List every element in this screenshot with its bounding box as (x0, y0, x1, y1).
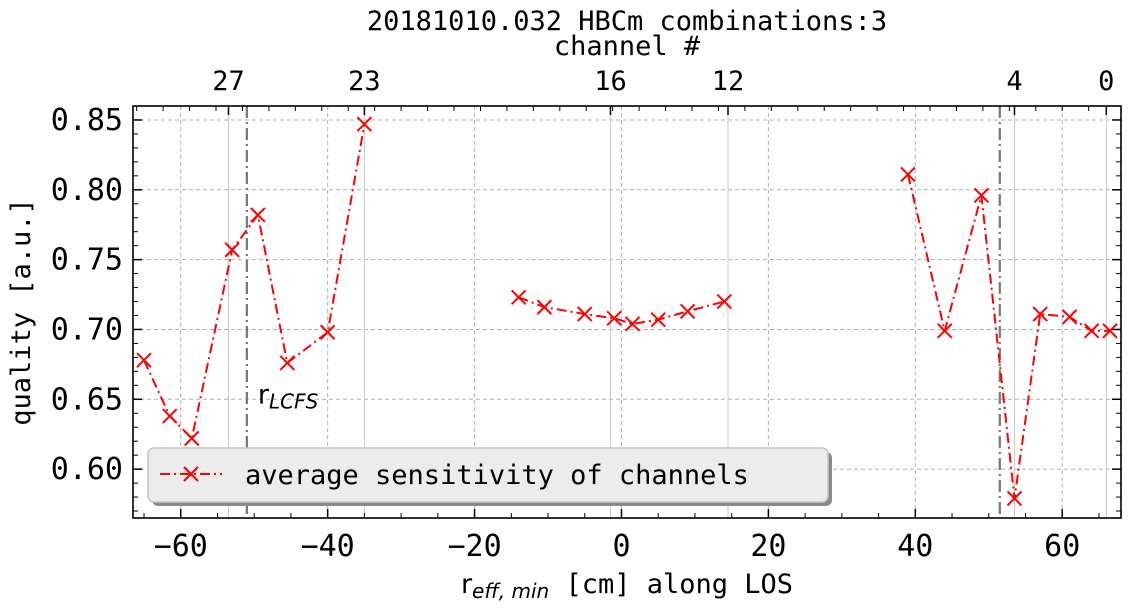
x-tick-label: 40 (897, 529, 933, 564)
data-point (973, 187, 990, 204)
y-tick-label: 0.80 (51, 173, 123, 208)
y-tick-label: 0.85 (51, 103, 123, 138)
plot-frame (132, 105, 1122, 519)
data-point (279, 355, 295, 371)
legend-box (147, 447, 829, 503)
x-axis-label-rest: [cm] along LOS (549, 569, 793, 600)
legend: average sensitivity of channels (147, 447, 832, 506)
legend-marker (183, 466, 199, 482)
data-point (510, 289, 527, 306)
series-line-segment (518, 296, 725, 325)
data-point (716, 293, 733, 310)
y-tick-label: 0.60 (51, 452, 123, 487)
data-point (136, 352, 152, 368)
data-point (184, 430, 200, 447)
data-point (900, 166, 916, 183)
axis-ticks: 0.600.650.700.750.800.85−60 −40 −20 0 20 40 60… (51, 66, 1121, 564)
chart-title: 20181010.032 HBCm combinations:3 (367, 6, 887, 37)
x-axis-label-sub: eff, min (472, 579, 549, 603)
series-average-sensitivity (136, 116, 1118, 507)
data-point (1032, 306, 1048, 322)
data-point (1083, 323, 1100, 339)
x-tick-label: −40 (301, 529, 355, 564)
data-point (1061, 309, 1078, 325)
x-axis-label: reff, min [cm] along LOS (461, 569, 793, 603)
data-point (319, 324, 336, 340)
top-axis-label: channel # (554, 31, 701, 62)
data-point (224, 242, 240, 258)
lcfs-annotation-main: r (258, 379, 270, 410)
lcfs-lines (245, 106, 1001, 518)
top-tick-label: 27 (212, 66, 245, 97)
top-tick-label: 4 (1006, 66, 1022, 97)
x-tick-label: 20 (750, 529, 786, 564)
top-tick-label: 0 (1098, 66, 1114, 97)
legend-label: average sensitivity of channels (245, 460, 749, 491)
y-tick-label: 0.70 (51, 312, 123, 347)
x-tick-label: 60 (1044, 529, 1080, 564)
y-tick-label: 0.75 (51, 243, 123, 278)
data-point (1102, 323, 1118, 339)
data-point (577, 306, 593, 322)
data-point (650, 311, 666, 328)
data-point (936, 323, 953, 339)
data-point (606, 310, 622, 326)
lcfs-annotation-sub: LCFS (269, 389, 319, 413)
x-tick-label: −60 (154, 529, 208, 564)
data-point (624, 316, 641, 332)
data-point (679, 303, 696, 320)
x-axis-label-main: r (461, 569, 473, 600)
top-tick-label: 12 (712, 66, 745, 97)
data-point (162, 408, 178, 424)
data-point (356, 116, 373, 132)
top-tick-label: 16 (594, 66, 627, 97)
data-point (250, 207, 266, 223)
x-tick-label: −20 (447, 529, 501, 564)
top-tick-label: 23 (348, 66, 381, 97)
y-axis-label: quality [a.u.] (6, 198, 37, 426)
series-line-segment (143, 124, 366, 441)
data-point (1006, 490, 1023, 507)
lcfs-annotation: rLCFS (258, 379, 319, 413)
x-tick-label: 0 (612, 529, 630, 564)
y-tick-label: 0.65 (51, 382, 123, 417)
data-point (536, 299, 553, 315)
